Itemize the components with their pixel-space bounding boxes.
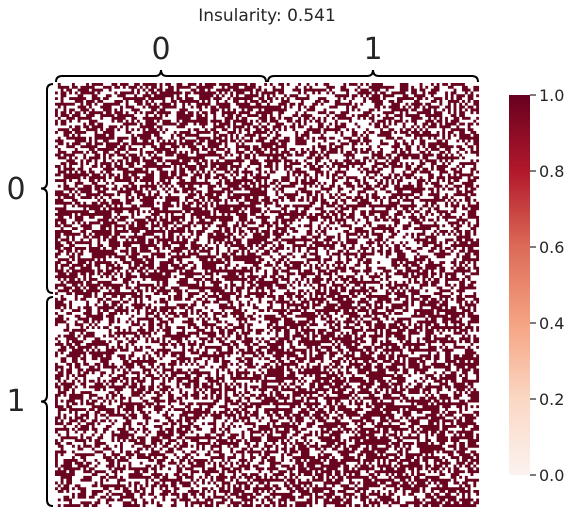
row-group-label-0: 0 [6, 172, 25, 207]
group-braces [40, 69, 479, 507]
colorbar-tick-label-3: 0.6 [539, 238, 564, 257]
row-brace-0 [40, 83, 54, 294]
colorbar-tick-label-4: 0.8 [539, 162, 564, 181]
chart-title: Insularity: 0.541 [198, 6, 336, 26]
heatmap-cell-marks [55, 83, 480, 508]
heatmap-cells [55, 83, 480, 508]
row-brace-1 [40, 296, 54, 507]
col-group-label-1: 1 [363, 32, 382, 67]
colorbar-tick-label-5: 1.0 [539, 86, 564, 105]
group-labels: 0 1 0 1 [6, 32, 382, 419]
col-brace-0 [55, 69, 267, 83]
row-group-label-1: 1 [6, 384, 25, 419]
colorbar-ticks: 0.0 0.2 0.4 0.6 0.8 1.0 [530, 86, 564, 485]
col-group-label-0: 0 [151, 32, 170, 67]
colorbar [509, 95, 530, 475]
colorbar-tick-label-0: 0.0 [539, 466, 564, 485]
colorbar-tick-label-1: 0.2 [539, 390, 564, 409]
col-brace-1 [267, 69, 479, 83]
colorbar-tick-label-2: 0.4 [539, 314, 564, 333]
